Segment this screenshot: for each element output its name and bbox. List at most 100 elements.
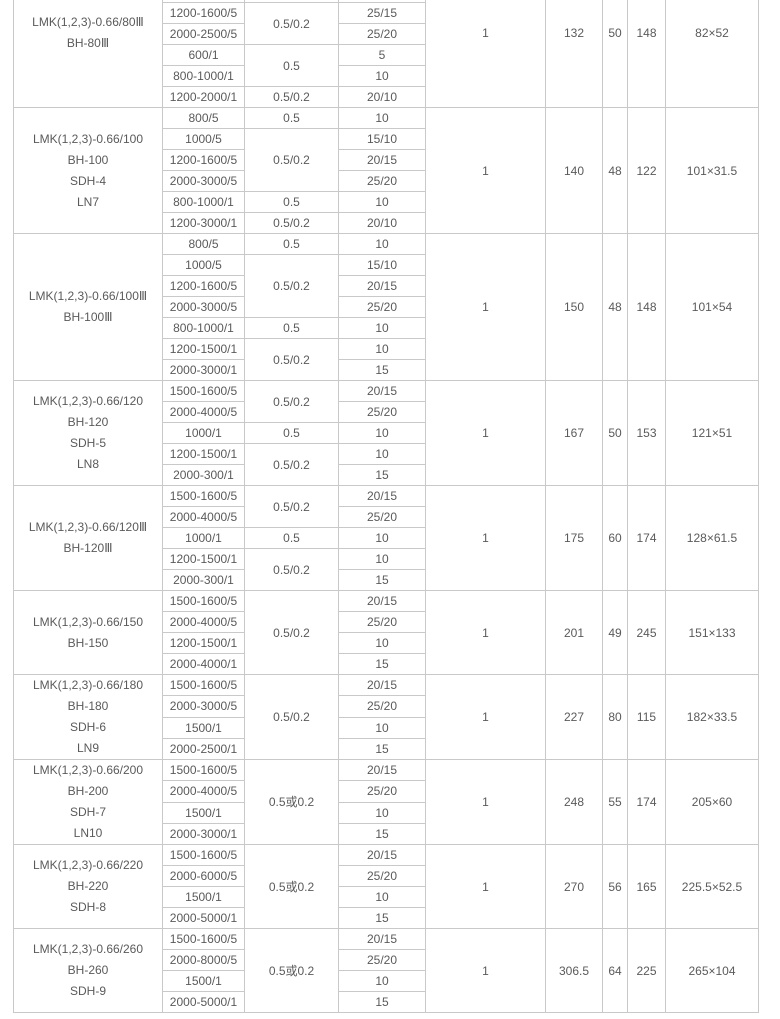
model-cell: LMK(1,2,3)-0.66/260 BH-260 SDH-9 (13, 928, 163, 1013)
size-cell: 225.5×52.5 (665, 844, 759, 929)
burden-cell: 10 (338, 632, 426, 654)
accuracy-cell: 0.5/0.2 (244, 128, 339, 192)
ratio-cell: 2000-6000/5 (162, 865, 245, 887)
burden-cell: 10 (338, 233, 426, 255)
ratio-cell: 2000-300/1 (162, 569, 245, 591)
accuracy-cell: 0.5/0.2 (244, 485, 339, 528)
ratio-cell: 1500-1600/5 (162, 844, 245, 866)
burden-cell: 10 (338, 338, 426, 360)
model-line: BH-100Ⅲ (63, 310, 113, 324)
ratio-cell: 800-1000/1 (162, 65, 245, 87)
model-line: SDH-8 (69, 900, 106, 914)
ratio-cell: 800/5 (162, 233, 245, 255)
ratio-cell: 1000/5 (162, 254, 245, 276)
model-line: BH-150 (67, 635, 109, 650)
dim2-cell: 80 (602, 674, 628, 760)
dim1-cell: 140 (545, 107, 603, 234)
burden-cell: 20/15 (338, 928, 426, 950)
ratio-cell: 2000-2500/5 (162, 23, 245, 45)
size-cell: 205×60 (665, 759, 759, 845)
accuracy-cell: 0.5 (244, 191, 339, 213)
accuracy-cell: 0.5/0.2 (244, 674, 339, 760)
ratio-cell: 1500-1600/5 (162, 380, 245, 402)
size-cell: 182×33.5 (665, 674, 759, 760)
ratio-cell: 1200-1500/1 (162, 548, 245, 570)
burden-cell: 20/15 (338, 844, 426, 866)
burden-cell: 15 (338, 359, 426, 381)
qty-cell: 1 (425, 233, 546, 381)
ratio-cell: 2000-300/1 (162, 464, 245, 486)
ratio-cell: 1000/5 (162, 128, 245, 150)
ratio-cell: 1200-2000/1 (162, 86, 245, 108)
burden-cell: 15 (338, 737, 426, 761)
model-line: LMK(1,2,3)-0.66/200 (32, 763, 144, 777)
burden-cell: 10 (338, 716, 426, 739)
burden-cell: 10 (338, 443, 426, 465)
burden-cell: 10 (338, 970, 426, 992)
model-line: LMK(1,2,3)-0.66/180 (32, 678, 144, 692)
dim1-cell: 150 (545, 233, 603, 381)
model-line: BH-120Ⅲ (63, 541, 113, 555)
ratio-cell: 1000/1 (162, 527, 245, 549)
dim2-cell: 64 (602, 928, 628, 1013)
burden-cell: 25/20 (338, 949, 426, 971)
ratio-cell: 2000-3000/5 (162, 170, 245, 192)
accuracy-cell: 0.5 (244, 44, 339, 87)
burden-cell: 10 (338, 191, 426, 213)
accuracy-cell: 0.5/0.2 (244, 548, 339, 591)
model-cell: LMK(1,2,3)-0.66/220 BH-220 SDH-8 (13, 844, 163, 929)
ratio-cell: 1500/1 (162, 716, 245, 739)
burden-cell: 25/20 (338, 865, 426, 887)
ratio-cell: 1000/1 (162, 422, 245, 444)
burden-cell: 20/15 (338, 380, 426, 402)
burden-cell: 10 (338, 886, 426, 908)
burden-cell: 25/20 (338, 170, 426, 192)
model-line: LMK(1,2,3)-0.66/260 (32, 942, 144, 956)
model-line: SDH-7 (69, 805, 106, 819)
accuracy-cell: 0.5 (244, 233, 339, 255)
burden-cell: 15 (338, 464, 426, 486)
model-cell: LMK(1,2,3)-0.66/100Ⅲ BH-100Ⅲ (13, 233, 163, 381)
ratio-cell: 1200-3000/1 (162, 212, 245, 234)
burden-cell: 15/10 (338, 128, 426, 150)
size-cell: 151×133 (665, 590, 759, 675)
model-line: LMK(1,2,3)-0.66/80Ⅲ (32, 14, 144, 29)
ratio-cell: 2000-4000/5 (162, 611, 245, 633)
accuracy-cell: 0.5/0.2 (244, 443, 339, 486)
dim3-cell: 148 (627, 233, 666, 381)
ratio-cell: 1500-1600/5 (162, 758, 245, 782)
model-line: LMK(1,2,3)-0.66/120 (32, 394, 144, 408)
qty-cell: 1 (425, 759, 546, 845)
burden-cell: 10 (338, 527, 426, 549)
spec-table: LMK(1,2,3)-0.66/80Ⅲ BH-80Ⅲ 1 132 50 148 … (13, 0, 759, 1013)
qty-cell: 1 (425, 674, 546, 760)
accuracy-cell: 0.5 (244, 527, 339, 549)
dim1-cell: 270 (545, 844, 603, 929)
ratio-cell: 600/1 (162, 44, 245, 66)
dim3-cell: 165 (627, 844, 666, 929)
ratio-cell: 1500/1 (162, 801, 245, 824)
burden-cell: 25/20 (338, 506, 426, 528)
accuracy-cell: 0.5/0.2 (244, 254, 339, 318)
model-cell: LMK(1,2,3)-0.66/180 BH-180 SDH-6 LN9 (13, 674, 163, 760)
ratio-cell: 2000-3000/1 (162, 822, 245, 846)
model-line: LN7 (76, 194, 99, 209)
model-cell: LMK(1,2,3)-0.66/150 BH-150 (13, 590, 163, 675)
ratio-cell: 1500-1600/5 (162, 485, 245, 507)
burden-cell: 25/15 (338, 2, 426, 24)
ratio-cell: 2000-5000/1 (162, 991, 245, 1013)
dim2-cell: 49 (602, 590, 628, 675)
dim2-cell: 50 (602, 380, 628, 486)
burden-cell: 20/15 (338, 485, 426, 507)
accuracy-cell: 0.5或0.2 (244, 928, 339, 1013)
qty-cell: 1 (425, 590, 546, 675)
burden-cell: 15 (338, 822, 426, 846)
model-cell: LMK(1,2,3)-0.66/120Ⅲ BH-120Ⅲ (13, 485, 163, 591)
dim1-cell: 167 (545, 380, 603, 486)
dim2-cell: 60 (602, 485, 628, 591)
qty-cell: 1 (425, 0, 546, 108)
dim1-cell: 175 (545, 485, 603, 591)
dim3-cell: 174 (627, 485, 666, 591)
burden-cell: 20/10 (338, 212, 426, 234)
model-line: LN8 (76, 457, 99, 471)
